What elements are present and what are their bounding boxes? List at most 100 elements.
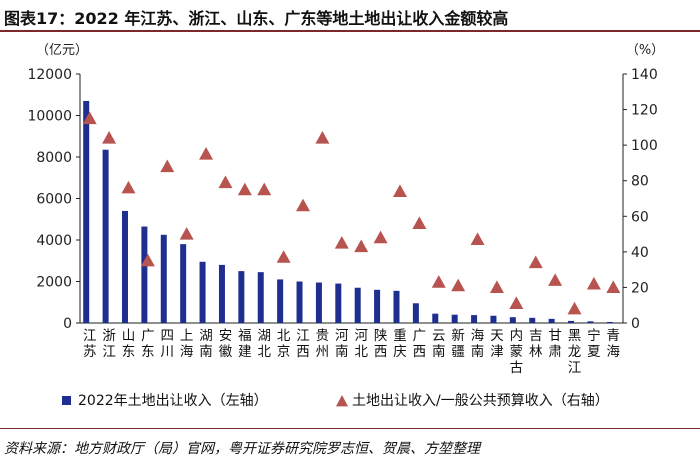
category-label: 江西 (296, 328, 310, 360)
ratio-marker (315, 131, 330, 144)
bar (199, 261, 206, 323)
ratio-marker (121, 180, 136, 194)
bar (277, 279, 284, 323)
category-label: 宁夏 (587, 327, 601, 360)
bar (315, 282, 322, 323)
right-tick-label: 140 (631, 67, 658, 83)
ratio-marker (354, 239, 369, 253)
right-tick-label: 0 (631, 316, 640, 332)
bar (180, 244, 187, 323)
bar (393, 290, 400, 323)
right-axis-unit: （%） (626, 43, 664, 58)
right-tick-label: 20 (631, 280, 649, 296)
bar (257, 272, 264, 323)
category-label: 黑龙江 (568, 328, 582, 376)
category-label: 重庆 (393, 328, 407, 360)
category-label: 吉林 (529, 328, 543, 360)
left-tick-label: 4000 (36, 233, 72, 249)
source-note: 资料来源：地方财政厅（局）官网，粤开证券研究院罗志恒、贺晨、方堃整理 (4, 441, 480, 457)
left-tick-label: 2000 (36, 275, 72, 291)
category-label: 北京 (277, 328, 291, 360)
category-label: 广东 (141, 328, 155, 360)
category-label: 天津 (490, 328, 504, 360)
left-tick-label: 12000 (27, 67, 72, 83)
category-label: 山东 (122, 328, 136, 360)
ratio-marker (276, 250, 291, 263)
chart-title: 图表17：2022 年江苏、浙江、山东、广东等地土地出让收入金额较高 (4, 9, 509, 28)
bar (296, 281, 303, 323)
right-tick-label: 120 (631, 103, 658, 119)
category-label: 陕西 (374, 328, 388, 360)
ratio-marker (548, 273, 563, 286)
bar (548, 318, 555, 323)
bar (587, 321, 594, 323)
bar (83, 100, 90, 323)
legend-marker-swatch (336, 395, 348, 407)
category-label: 四川 (161, 328, 175, 360)
ratio-marker (160, 159, 175, 173)
ratio-marker (199, 147, 214, 160)
category-label: 湖北 (257, 328, 271, 360)
ratio-marker (373, 230, 388, 244)
bar (509, 317, 516, 323)
bar (141, 226, 148, 323)
category-label: 河北 (354, 328, 368, 360)
ratio-marker (296, 198, 311, 212)
legend-marker-label: 土地出让收入/一般公共预算收入（右轴） (352, 393, 609, 409)
category-label: 内蒙古 (510, 328, 524, 376)
title-bar: 图表17：2022 年江苏、浙江、山东、广东等地土地出让收入金额较高 (0, 0, 700, 32)
bar (606, 321, 613, 323)
ratio-marker (334, 235, 349, 249)
bar (471, 315, 478, 323)
category-label: 海南 (471, 328, 485, 360)
bar (412, 303, 419, 323)
bar (121, 210, 128, 323)
left-tick-label: 8000 (36, 150, 72, 166)
legend-bar-label: 2022年土地出让收入（左轴） (78, 393, 268, 409)
ratio-marker (451, 278, 466, 292)
bar (529, 317, 536, 323)
right-tick-label: 100 (631, 138, 658, 154)
category-label: 江苏 (83, 328, 97, 360)
category-label: 云南 (432, 328, 446, 360)
ratio-marker (392, 184, 407, 197)
category-label: 广西 (413, 328, 427, 360)
category-label: 河南 (335, 328, 349, 360)
left-tick-label: 0 (63, 316, 72, 332)
ratio-marker (140, 253, 155, 267)
left-tick-label: 10000 (27, 109, 72, 125)
category-label: 福建 (238, 328, 252, 360)
ratio-marker (257, 182, 272, 196)
legend-bar-swatch (62, 396, 71, 405)
left-tick-label: 6000 (36, 192, 72, 208)
ratio-marker (218, 175, 233, 189)
bar (335, 283, 342, 323)
right-tick-label: 40 (631, 245, 649, 261)
bar (238, 271, 245, 323)
ratio-marker (470, 232, 485, 246)
bar (160, 234, 167, 323)
footer: 资料来源：地方财政厅（局）官网，粤开证券研究院罗志恒、贺晨、方堃整理 (0, 428, 700, 471)
category-label: 上海 (180, 328, 194, 360)
ratio-marker (567, 301, 582, 315)
category-label: 湖南 (199, 328, 213, 360)
bar (451, 314, 458, 323)
category-label: 浙江 (102, 328, 116, 360)
ratio-marker (82, 111, 97, 125)
category-label: 新疆 (451, 328, 465, 360)
right-tick-label: 80 (631, 174, 649, 190)
ratio-marker (102, 131, 117, 144)
category-label: 青海 (607, 328, 621, 360)
bar (218, 264, 225, 323)
ratio-marker (237, 182, 252, 196)
category-label: 安徽 (219, 328, 233, 360)
ratio-marker (606, 280, 621, 294)
bar (490, 315, 497, 323)
left-axis-unit: （亿元） (36, 43, 88, 58)
bar (432, 313, 439, 323)
ratio-marker (179, 227, 194, 240)
category-label: 贵州 (316, 328, 330, 360)
chart: （亿元） （%） 0 2000 4000 6000 8000 10000 12000 0 20 40 6… (27, 43, 664, 409)
ratio-marker (528, 255, 543, 269)
ratio-marker (489, 280, 504, 294)
